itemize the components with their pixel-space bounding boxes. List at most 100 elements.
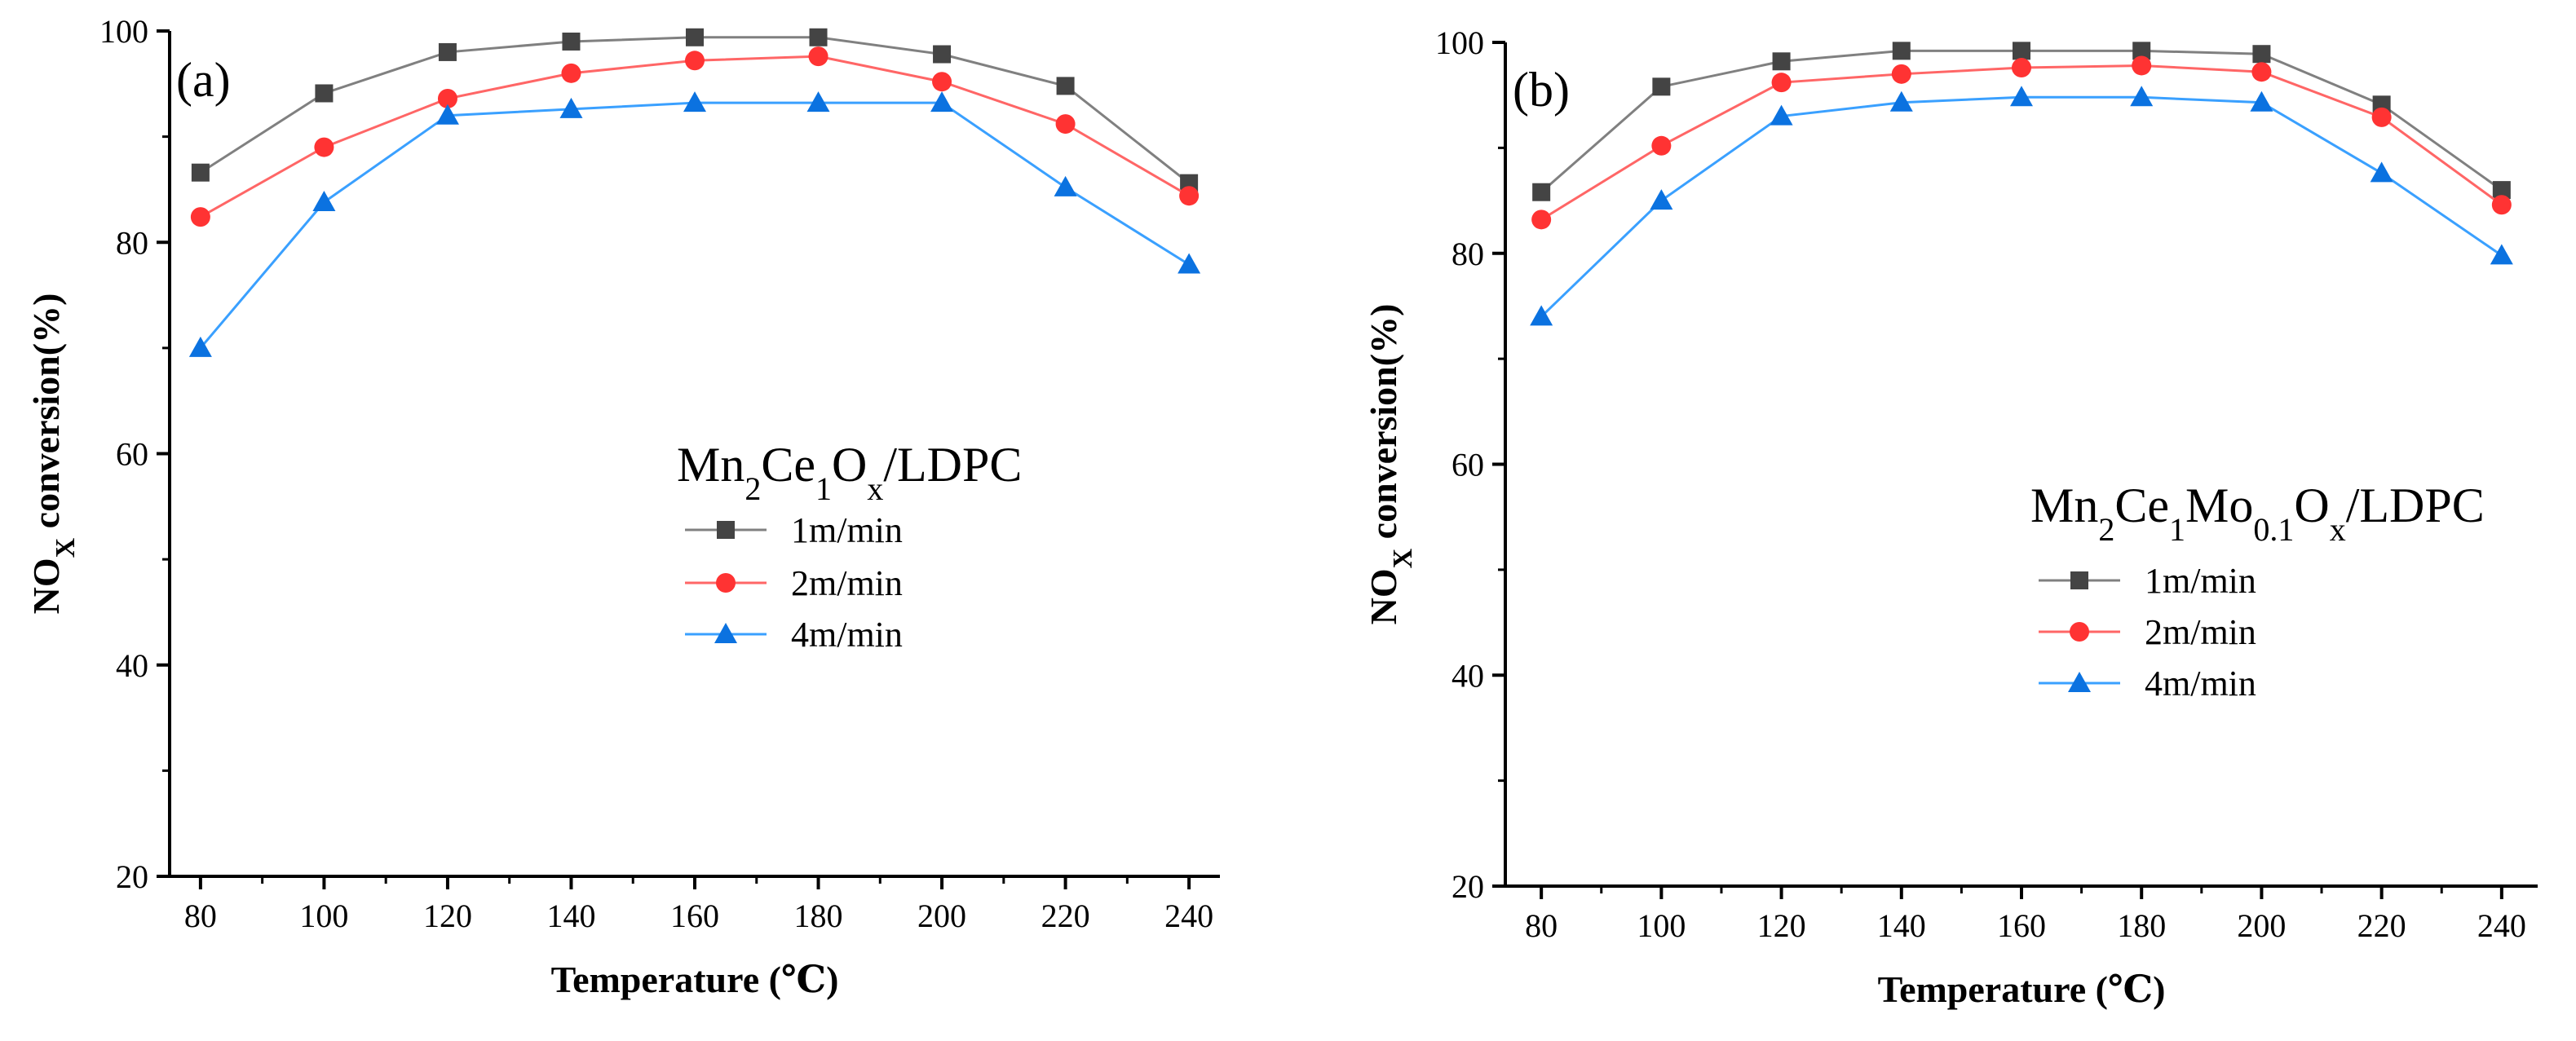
x-tick-label: 220: [1041, 898, 1090, 934]
data-point: [437, 88, 457, 108]
data-point: [1532, 183, 1551, 201]
data-point: [2130, 86, 2154, 107]
x-tick-label: 140: [546, 898, 595, 934]
data-point: [561, 63, 581, 83]
legend-title-subscript: 2: [2098, 511, 2114, 548]
legend-label: 2m/min: [2145, 612, 2256, 652]
data-point: [1892, 42, 1911, 60]
legend-title-subscript: 1: [2169, 511, 2185, 548]
x-axis-title: Temperature (℃): [1878, 968, 2166, 1010]
legend-title-subscript: 0.1: [2253, 511, 2294, 548]
data-point: [932, 72, 952, 92]
legend-swatch-marker: [2068, 672, 2091, 692]
series-1m/min: [191, 28, 1199, 192]
data-point: [2492, 181, 2511, 200]
series-1m/min: [1532, 42, 2511, 201]
data-point: [1650, 189, 1673, 210]
data-point: [2010, 86, 2033, 107]
legend-title: Mn2Ce1Mo0.1Ox/LDPC: [2030, 479, 2485, 548]
data-point: [1891, 64, 1911, 84]
data-point: [930, 91, 954, 112]
x-tick-label: 80: [184, 898, 217, 934]
panel-label: (b): [1513, 63, 1570, 117]
series-line: [199, 101, 1190, 349]
y-axis-title: NOX conversion(%): [1363, 304, 1418, 625]
data-point: [809, 28, 828, 46]
data-point: [1056, 77, 1075, 95]
y-tick-label: 40: [1451, 657, 1484, 694]
data-point: [435, 104, 459, 125]
data-point: [438, 42, 457, 61]
data-point: [1652, 77, 1671, 96]
legend-title-part: Ce: [761, 438, 815, 492]
data-point: [312, 190, 336, 211]
legend-label: 4m/min: [791, 615, 903, 655]
legend-swatch-marker: [717, 521, 735, 539]
legend-title-part: Mn: [677, 438, 745, 492]
x-tick-label: 120: [1757, 907, 1806, 944]
legend-swatch-marker: [2070, 622, 2089, 642]
y-tick-label: 100: [99, 13, 148, 50]
x-tick-label: 180: [794, 898, 843, 934]
data-point: [2132, 55, 2152, 76]
legend-title-subscript: 1: [815, 470, 832, 507]
y-tick-label: 60: [1451, 447, 1484, 483]
data-point: [2491, 195, 2512, 215]
x-tick-label: 240: [2477, 907, 2526, 944]
legend-title-subscript: x: [867, 470, 883, 507]
data-point: [1179, 186, 1200, 206]
panel-a: 80 100 120 140 160 180 200 220 240 20 40 60 80 100 Tem…: [25, 13, 1220, 1000]
data-point: [1771, 73, 1792, 93]
data-point: [808, 46, 828, 67]
data-point: [806, 91, 830, 112]
data-point: [191, 163, 210, 182]
x-tick-label: 160: [1997, 907, 2046, 944]
y-axis-title-subscript: X: [51, 537, 81, 558]
y-tick-label: 40: [116, 647, 148, 684]
data-point: [1531, 210, 1552, 230]
data-point: [683, 91, 706, 112]
data-point: [562, 32, 581, 51]
y-axis-title-base: NO: [1363, 568, 1404, 624]
data-point: [1054, 175, 1077, 196]
legend-title: Mn2Ce1Ox/LDPC: [677, 438, 1022, 507]
x-tick-label: 240: [1164, 898, 1213, 934]
legend-title-part: O: [832, 438, 867, 492]
legend-title-part: Mo: [2185, 479, 2253, 532]
legend-label: 1m/min: [791, 510, 903, 550]
series-2m/min: [1531, 55, 2512, 230]
x-tick-label: 100: [299, 898, 348, 934]
x-axis-title: Temperature (℃): [551, 959, 839, 1000]
series-2m/min: [190, 46, 1200, 227]
data-point: [933, 45, 952, 64]
data-point: [2371, 107, 2392, 127]
data-point: [314, 137, 334, 157]
x-tick-label: 140: [1877, 907, 1926, 944]
legend-title-part: /LDPC: [883, 438, 1022, 492]
legend-title-subscript: 2: [745, 470, 761, 507]
data-point: [2013, 42, 2030, 60]
data-point: [685, 51, 705, 71]
data-point: [2490, 244, 2513, 265]
data-point: [1055, 114, 1076, 135]
data-point: [1178, 253, 1201, 274]
x-tick-label: 200: [2237, 907, 2286, 944]
x-tick-label: 80: [1525, 907, 1558, 944]
legend-title-part: Ce: [2114, 479, 2169, 532]
data-point: [1651, 135, 1672, 156]
y-axis-title-rest: conversion(%): [25, 293, 67, 538]
x-tick-label: 220: [2357, 907, 2406, 944]
y-tick-label: 20: [116, 858, 148, 895]
legend-title-part: /LDPC: [2346, 479, 2485, 532]
x-tick-label: 200: [917, 898, 966, 934]
y-tick-label: 20: [1451, 868, 1484, 905]
legend-title-part: O: [2294, 479, 2329, 532]
legend: Mn2Ce1Mo0.1Ox/LDPC 1m/min 2m/min 4m/min: [2030, 479, 2485, 704]
y-axis-title-subscript: X: [1388, 548, 1418, 568]
legend-label: 2m/min: [791, 563, 903, 603]
legend-swatch-marker: [714, 623, 737, 643]
data-point: [1530, 305, 1553, 326]
data-point: [2252, 45, 2271, 64]
